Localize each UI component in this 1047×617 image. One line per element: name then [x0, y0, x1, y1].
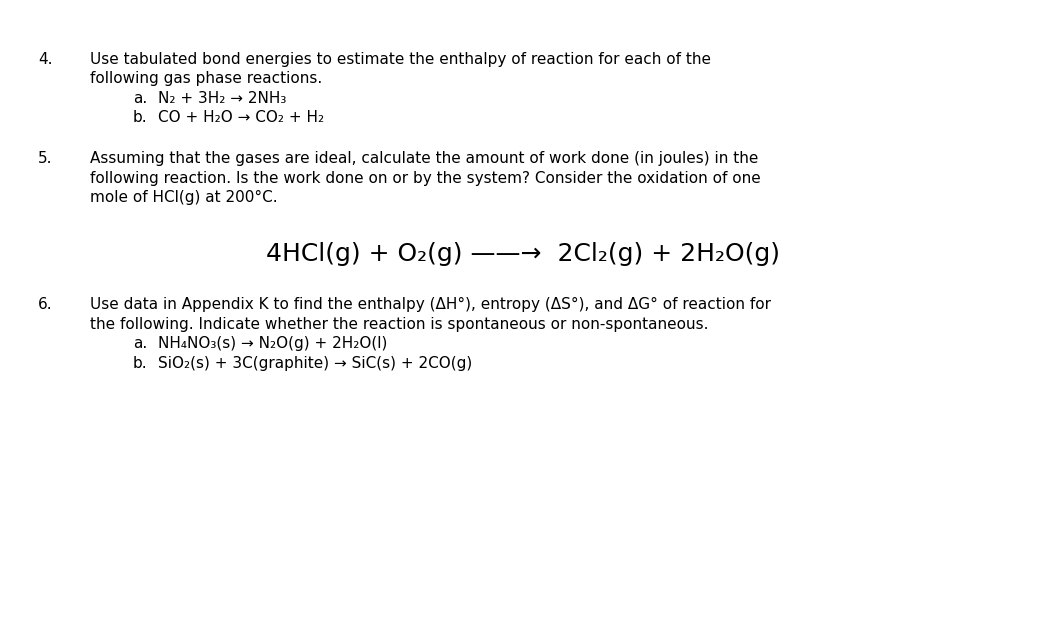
- Text: 4.: 4.: [38, 52, 52, 67]
- Text: following reaction. Is the work done on or by the system? Consider the oxidation: following reaction. Is the work done on …: [90, 171, 761, 186]
- Text: N₂ + 3H₂ → 2NH₃: N₂ + 3H₂ → 2NH₃: [158, 91, 287, 106]
- Text: CO + H₂O → CO₂ + H₂: CO + H₂O → CO₂ + H₂: [158, 110, 325, 125]
- Text: a.: a.: [133, 91, 148, 106]
- Text: the following. Indicate whether the reaction is spontaneous or non-spontaneous.: the following. Indicate whether the reac…: [90, 317, 709, 332]
- Text: Use data in Appendix K to find the enthalpy (ΔH°), entropy (ΔS°), and ΔG° of rea: Use data in Appendix K to find the entha…: [90, 297, 771, 312]
- Text: 4HCl(g) + O₂(g) ——→  2Cl₂(g) + 2H₂O(g): 4HCl(g) + O₂(g) ——→ 2Cl₂(g) + 2H₂O(g): [267, 242, 780, 267]
- Text: following gas phase reactions.: following gas phase reactions.: [90, 72, 322, 86]
- Text: Use tabulated bond energies to estimate the enthalpy of reaction for each of the: Use tabulated bond energies to estimate …: [90, 52, 711, 67]
- Text: Assuming that the gases are ideal, calculate the amount of work done (in joules): Assuming that the gases are ideal, calcu…: [90, 151, 758, 167]
- Text: 6.: 6.: [38, 297, 52, 312]
- Text: SiO₂(s) + 3C(graphite) → SiC(s) + 2CO(g): SiO₂(s) + 3C(graphite) → SiC(s) + 2CO(g): [158, 356, 472, 371]
- Text: NH₄NO₃(s) → N₂O(g) + 2H₂O(l): NH₄NO₃(s) → N₂O(g) + 2H₂O(l): [158, 336, 387, 352]
- Text: b.: b.: [133, 110, 148, 125]
- Text: mole of HCl(g) at 200°C.: mole of HCl(g) at 200°C.: [90, 191, 277, 205]
- Text: b.: b.: [133, 356, 148, 371]
- Text: 5.: 5.: [38, 151, 52, 167]
- Text: a.: a.: [133, 336, 148, 352]
